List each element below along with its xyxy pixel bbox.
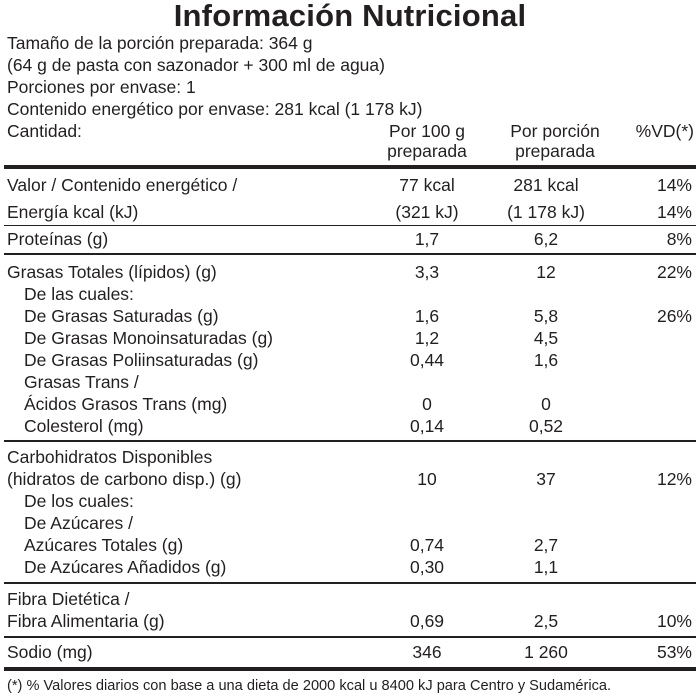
nutrient-row-saturated-fat: De Grasas Saturadas (g) 1,6 5,8 26% [0, 305, 700, 327]
serving-size: Tamaño de la porción preparada: 364 g [7, 33, 313, 53]
value-per100: 3,3 [414, 262, 440, 282]
header-per100-line1: Por 100 g [389, 121, 465, 141]
nutrient-label: De los cuales: [24, 491, 134, 511]
value-perportion: 0 [541, 394, 551, 414]
nutrient-label: De Grasas Poliinsaturadas (g) [24, 350, 259, 370]
nutrient-row-trans-fat: Ácidos Grasos Trans (mg) 0 0 [0, 393, 700, 415]
nutrient-label: (hidratos de carbono disp.) (g) [7, 469, 242, 489]
nutrient-label: Energía kcal (kJ) [7, 202, 139, 222]
nutrient-row-monounsaturated-fat: De Grasas Monoinsaturadas (g) 1,2 4,5 [0, 327, 700, 349]
header-per100-line2: preparada [387, 141, 467, 161]
footnote: (*) % Valores diarios con base a una die… [7, 678, 612, 694]
row-divider [4, 253, 696, 255]
row-divider [4, 582, 696, 584]
nutrient-label: Grasas Trans / [24, 372, 139, 392]
nutrient-row-polyunsaturated-fat: De Grasas Poliinsaturadas (g) 0,44 1,6 [0, 349, 700, 371]
value-vd: 14% [656, 175, 692, 195]
value-perportion: 0,52 [528, 416, 564, 436]
nutrient-row-sodium: Sodio (mg) 346 1 260 53% [0, 641, 700, 663]
nutrient-row-protein: Proteínas (g) 1,7 6,2 8% [0, 228, 700, 250]
value-per100: 1,6 [414, 306, 440, 326]
value-perportion: 2,5 [533, 611, 559, 631]
value-per100: 1,2 [414, 328, 440, 348]
value-perportion: 281 kcal [513, 175, 579, 195]
nutrient-label: De Azúcares / [24, 513, 133, 533]
row-divider [4, 440, 696, 442]
header-vd: %VD(*) [635, 121, 694, 141]
value-per100: 0,69 [409, 611, 445, 631]
value-vd: 22% [656, 262, 692, 282]
header-per100: Por 100 g preparada [372, 121, 482, 161]
nutrient-row-total-fat: Grasas Totales (lípidos) (g) 3,3 12 22% [0, 261, 700, 283]
bottom-rule [4, 667, 696, 671]
value-perportion: 1,6 [533, 350, 559, 370]
value-perportion: 5,8 [533, 306, 559, 326]
serving-detail: (64 g de pasta con sazonador + 300 ml de… [7, 55, 385, 75]
nutrient-label: Grasas Totales (lípidos) (g) [7, 262, 217, 282]
nutrient-label: Colesterol (mg) [24, 416, 144, 436]
nutrient-label: Fibra Alimentaria (g) [7, 611, 165, 631]
amount-label: Cantidad: [7, 121, 82, 141]
header-rule [4, 165, 696, 169]
nutrient-row-fiber: Fibra Alimentaria (g) 0,69 2,5 10% [0, 610, 700, 632]
value-vd: 10% [656, 611, 692, 631]
value-perportion: 6,2 [533, 229, 559, 249]
value-perportion: 2,7 [533, 535, 559, 555]
nutrient-label: De Azúcares Añadidos (g) [24, 557, 227, 577]
nutrient-row-total-sugars: Azúcares Totales (g) 0,74 2,7 [0, 534, 700, 556]
value-per100: 0,44 [409, 350, 445, 370]
header-perportion: Por porción preparada [490, 121, 620, 161]
nutrient-label: Ácidos Grasos Trans (mg) [24, 394, 228, 414]
value-per100: 0,30 [409, 557, 445, 577]
value-perportion: 4,5 [533, 328, 559, 348]
row-divider [4, 225, 696, 226]
value-vd: 53% [656, 642, 692, 662]
value-vd: 14% [656, 202, 692, 222]
nutrient-row-carbs-subheading: De los cuales: [0, 490, 700, 512]
nutrient-label: Carbohidratos Disponibles [7, 447, 213, 467]
value-perportion: 37 [536, 469, 556, 489]
row-divider [4, 636, 696, 638]
nutrient-label: Sodio (mg) [7, 642, 93, 662]
nutrient-row-fiber-heading: Fibra Dietética / [0, 588, 700, 610]
portions-per-package: Porciones por envase: 1 [7, 77, 196, 97]
value-perportion: 1 260 [524, 642, 568, 662]
value-per100: 346 [412, 642, 442, 662]
nutrient-row-trans-heading: Grasas Trans / [0, 371, 700, 393]
value-per100: 10 [417, 469, 437, 489]
value-vd: 8% [666, 229, 692, 249]
nutrient-row-carbs: (hidratos de carbono disp.) (g) 10 37 12… [0, 468, 700, 490]
value-per100: (321 kJ) [395, 202, 459, 222]
nutrient-row-energy-kcal: Valor / Contenido energético / 77 kcal 2… [0, 174, 700, 196]
nutrient-label: Azúcares Totales (g) [24, 535, 184, 555]
nutrient-row-sugars-heading: De Azúcares / [0, 512, 700, 534]
value-perportion: 1,1 [533, 557, 559, 577]
value-perportion: 12 [536, 262, 556, 282]
energy-per-package: Contenido energético por envase: 281 kca… [7, 99, 423, 119]
nutrient-row-energy-kj: Energía kcal (kJ) (321 kJ) (1 178 kJ) 14… [0, 201, 700, 223]
nutrient-label: De las cuales: [24, 284, 134, 304]
nutrition-title: Información Nutricional [173, 0, 527, 33]
value-per100: 0 [422, 394, 432, 414]
nutrient-label: De Grasas Monoinsaturadas (g) [24, 328, 273, 348]
nutrient-row-cholesterol: Colesterol (mg) 0,14 0,52 [0, 415, 700, 437]
nutrient-label: Fibra Dietética / [7, 589, 130, 609]
value-per100: 1,7 [414, 229, 440, 249]
nutrient-row-fat-subheading: De las cuales: [0, 283, 700, 305]
nutrient-label: Valor / Contenido energético / [7, 175, 238, 195]
nutrient-row-added-sugars: De Azúcares Añadidos (g) 0,30 1,1 [0, 556, 700, 578]
value-vd: 26% [656, 306, 692, 326]
value-per100: 0,14 [409, 416, 445, 436]
nutrient-label: De Grasas Saturadas (g) [24, 306, 219, 326]
nutrient-row-carbs-heading: Carbohidratos Disponibles [0, 446, 700, 468]
value-perportion: (1 178 kJ) [507, 202, 585, 222]
value-vd: 12% [656, 469, 692, 489]
header-perportion-line1: Por porción [510, 121, 600, 141]
value-per100: 77 kcal [399, 175, 455, 195]
nutrient-label: Proteínas (g) [7, 229, 109, 249]
value-per100: 0,74 [409, 535, 445, 555]
header-perportion-line2: preparada [515, 141, 595, 161]
